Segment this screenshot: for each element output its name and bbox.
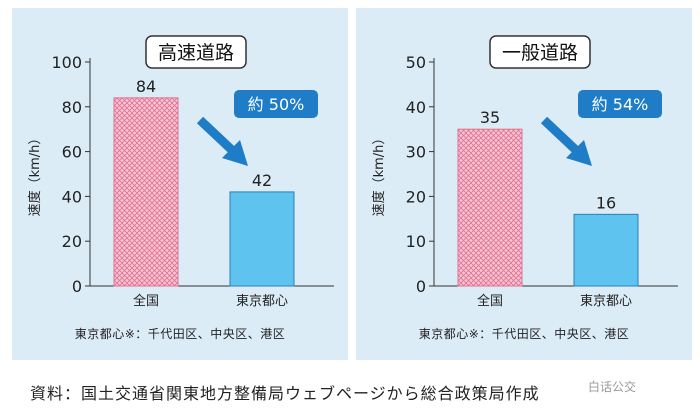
x-category-label: 東京都心 bbox=[580, 293, 632, 309]
chart-title: 高速道路 bbox=[158, 42, 234, 64]
y-axis-label: 速度（km/h） bbox=[371, 132, 387, 217]
watermark-text: 白话公交 bbox=[588, 380, 637, 394]
y-axis-label: 速度（km/h） bbox=[27, 132, 43, 217]
y-tick-label: 40 bbox=[62, 187, 82, 206]
bar-national bbox=[457, 128, 523, 287]
source-note: 資料：国土交通省関東地方整備局ウェブページから総合政策局作成 bbox=[30, 384, 540, 403]
y-tick-label: 0 bbox=[416, 277, 426, 296]
y-tick-label: 100 bbox=[51, 53, 82, 72]
bar-value-label: 16 bbox=[596, 193, 616, 212]
bar-value-label: 42 bbox=[252, 171, 272, 190]
down-arrow-icon bbox=[222, 140, 248, 166]
x-category-label: 東京都心 bbox=[236, 293, 288, 309]
y-tick-label: 50 bbox=[406, 53, 426, 72]
chart-title: 一般道路 bbox=[502, 42, 578, 64]
annotation-label: 約 50% bbox=[248, 95, 305, 114]
bar-tokyo-center bbox=[573, 213, 639, 287]
down-arrow-shaft bbox=[196, 116, 238, 156]
down-arrow-shaft bbox=[540, 116, 582, 156]
chart-title-box bbox=[145, 35, 247, 69]
bar-tokyo-center bbox=[229, 191, 295, 287]
bar-value-label: 84 bbox=[136, 77, 156, 96]
y-tick-label: 20 bbox=[62, 232, 82, 251]
annotation-label: 約 54% bbox=[592, 95, 649, 114]
annotation-bubble bbox=[578, 90, 662, 118]
x-category-label: 全国 bbox=[133, 293, 159, 309]
bar-national bbox=[113, 97, 179, 287]
chart-title-box bbox=[489, 35, 591, 69]
chart-footnote: 東京都心※：千代田区、中央区、港区 bbox=[74, 327, 286, 341]
chart-panel-expressway: 高速道路 速度（km/h） 0 20 40 60 80 100 84 全国 42 東京都心約 50% … bbox=[12, 8, 348, 360]
down-arrow-icon bbox=[566, 140, 592, 166]
y-tick-label: 10 bbox=[406, 232, 426, 251]
annotation-bubble bbox=[234, 90, 318, 118]
y-tick-label: 30 bbox=[406, 143, 426, 162]
chart-panel-general-road: 一般道路速度（km/h） 0 10 20 30 40 50 35 全国 16 東京都心 約 54% 東… bbox=[356, 8, 692, 360]
y-tick-label: 60 bbox=[62, 143, 82, 162]
y-tick-label: 80 bbox=[62, 98, 82, 117]
x-category-label: 全国 bbox=[477, 293, 503, 309]
chart-footnote: 東京都心※：千代田区、中央区、港区 bbox=[418, 327, 630, 341]
y-tick-label: 20 bbox=[406, 187, 426, 206]
bar-value-label: 35 bbox=[480, 108, 500, 127]
y-tick-label: 0 bbox=[72, 277, 82, 296]
y-tick-label: 40 bbox=[406, 98, 426, 117]
